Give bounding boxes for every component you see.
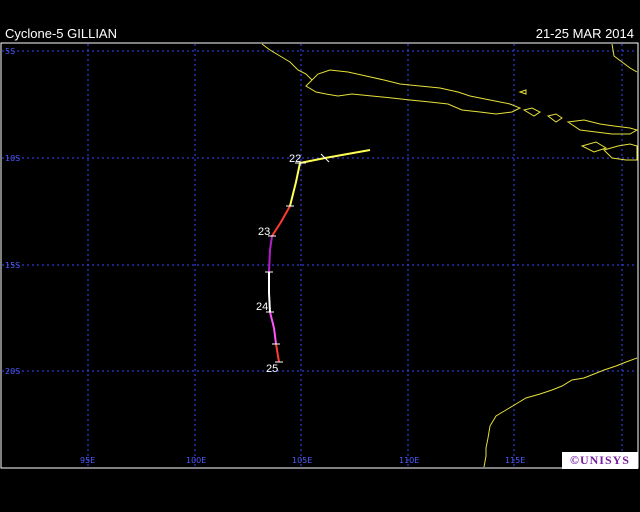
coast-java: [305, 69, 522, 115]
coast-sumba: [580, 141, 608, 153]
day-label-25: 25: [266, 363, 278, 375]
unisys-logo: ©UNISYS: [562, 452, 638, 469]
lat-lon-grid: [2, 44, 637, 467]
track-segment-cat2: [269, 311, 277, 345]
lon-label-115e: 115E: [505, 456, 525, 465]
track-segment-depression: [268, 272, 271, 313]
lon-label-105e: 105E: [292, 456, 312, 465]
coast-islet: [518, 89, 527, 95]
storm-title: Cyclone-5 GILLIAN: [5, 26, 117, 41]
coast-borneo: [611, 43, 638, 73]
day-label-24: 24: [256, 301, 268, 313]
cyclone-track: [268, 149, 371, 363]
lon-label-95e: 95E: [80, 456, 95, 465]
date-range: 21-25 MAR 2014: [535, 26, 634, 41]
day-label-22: 22: [289, 153, 301, 165]
coast-sumatra: [261, 43, 313, 81]
track-segment-cat1: [271, 205, 291, 237]
lat-label-20s: 20S: [5, 367, 20, 376]
lat-label-15s: 15S: [5, 261, 20, 270]
track-segment-cat3: [268, 235, 273, 273]
coastlines: [261, 43, 639, 468]
lon-label-100e: 100E: [186, 456, 206, 465]
coast-flores: [566, 119, 639, 135]
day-label-23: 23: [258, 226, 270, 238]
track-ticks: [265, 153, 330, 363]
coast-australia: [483, 357, 638, 468]
coast-bali: [522, 107, 541, 117]
coast-lombok: [546, 113, 563, 123]
coast-timor: [603, 143, 638, 161]
lon-label-110e: 110E: [399, 456, 419, 465]
track-segment-cat1b: [275, 343, 280, 363]
map-frame: [0, 42, 639, 469]
lat-label-5s: 5S: [5, 47, 15, 56]
track-tick: [320, 153, 330, 163]
lat-label-10s: 10S: [5, 154, 20, 163]
